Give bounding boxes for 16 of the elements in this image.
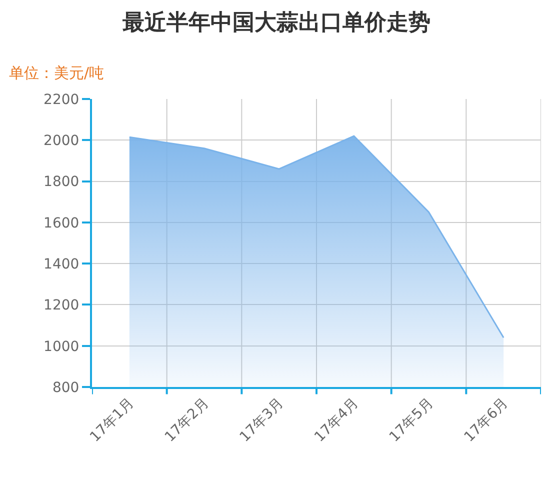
y-tick-label: 1400: [44, 256, 80, 272]
y-tick-label: 1200: [44, 298, 80, 314]
x-tick-label: 17年3月: [236, 395, 287, 446]
y-tick-label: 800: [52, 380, 80, 396]
x-tick-label: 17年4月: [312, 395, 362, 446]
y-tick-label: 1600: [44, 215, 80, 232]
y-tick-label: 2000: [44, 133, 80, 150]
chart-subtitle: 单位：美元/吨: [9, 64, 104, 82]
y-tick-label: 2200: [44, 92, 80, 108]
y-tick-label: 1800: [44, 174, 80, 190]
x-tick-label: 17年5月: [386, 395, 437, 446]
x-tick-label: 17年2月: [162, 395, 212, 446]
x-tick-label: 17年6月: [461, 395, 512, 446]
chart-title: 最近半年中国大蒜出口单价走势: [122, 10, 430, 36]
y-tick-label: 1000: [44, 338, 80, 355]
x-tick-label: 17年1月: [87, 395, 138, 446]
